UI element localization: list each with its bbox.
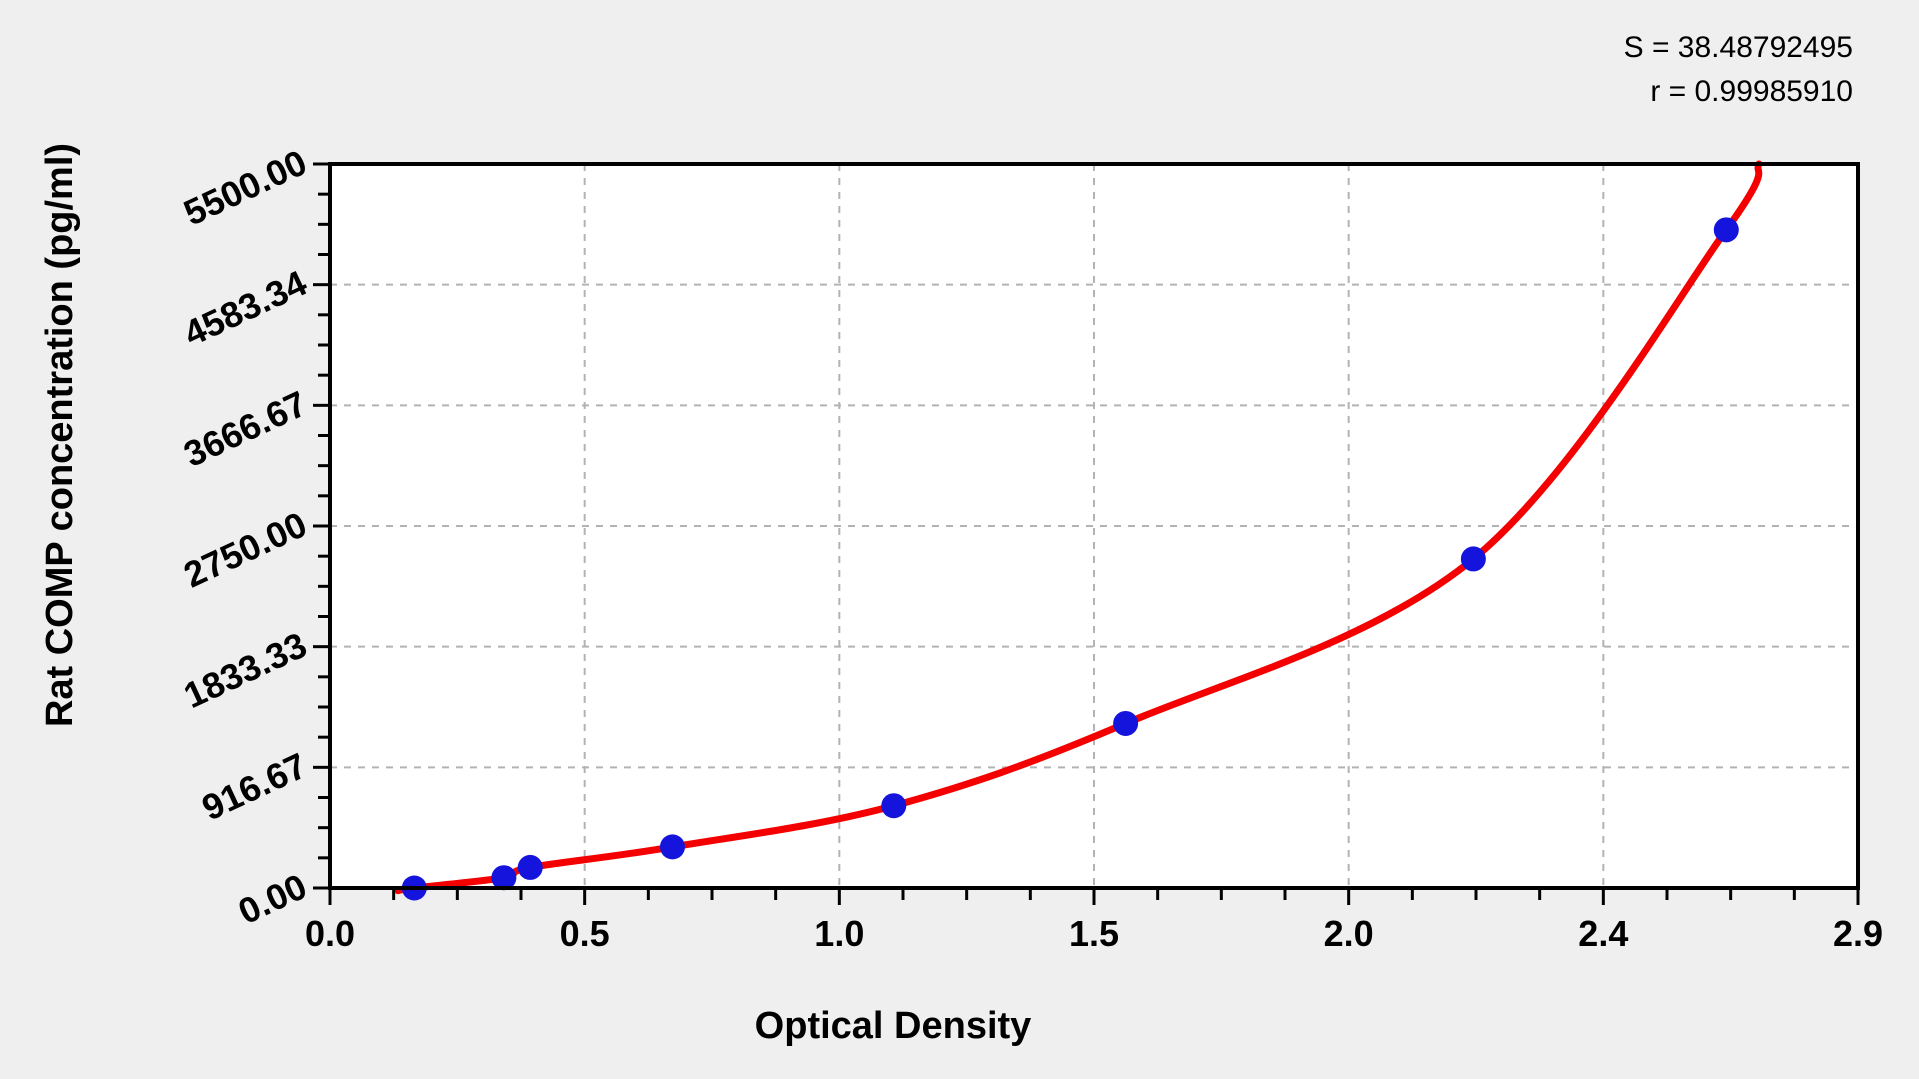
y-tick-label: 2750.00 <box>177 503 312 595</box>
y-tick-label: 916.67 <box>196 745 313 829</box>
x-axis-title: Optical Density <box>755 1005 1032 1047</box>
data-point <box>1713 217 1739 243</box>
x-tick-label: 2.0 <box>1324 913 1374 954</box>
gridlines-group <box>330 164 1858 888</box>
data-point <box>491 865 517 891</box>
series-group <box>394 160 1763 901</box>
data-point <box>659 834 685 860</box>
data-point <box>1113 710 1139 736</box>
x-tick-label: 0.0 <box>305 913 355 954</box>
ticks-group <box>313 162 1860 905</box>
data-point <box>881 793 907 819</box>
stat-r-value: r = 0.99985910 <box>1650 75 1853 108</box>
data-point <box>517 854 543 880</box>
x-tick-label: 2.9 <box>1833 913 1883 954</box>
y-tick-label: 3666.67 <box>177 383 312 475</box>
x-tick-label: 1.0 <box>814 913 864 954</box>
stat-s-value: S = 38.48792495 <box>1624 31 1853 64</box>
y-tick-label: 5500.00 <box>177 141 312 233</box>
y-tick-label: 4583.34 <box>177 262 312 354</box>
data-point <box>1460 546 1486 572</box>
x-tick-label: 1.5 <box>1069 913 1119 954</box>
y-axis-title: Rat COMP concentration (pg/ml) <box>39 143 81 727</box>
y-tick-label: 0.00 <box>232 865 313 932</box>
plot-frame <box>328 162 1860 890</box>
x-tick-label: 0.5 <box>560 913 610 954</box>
y-tick-label: 1833.33 <box>177 624 312 716</box>
x-tick-label: 2.4 <box>1578 913 1628 954</box>
